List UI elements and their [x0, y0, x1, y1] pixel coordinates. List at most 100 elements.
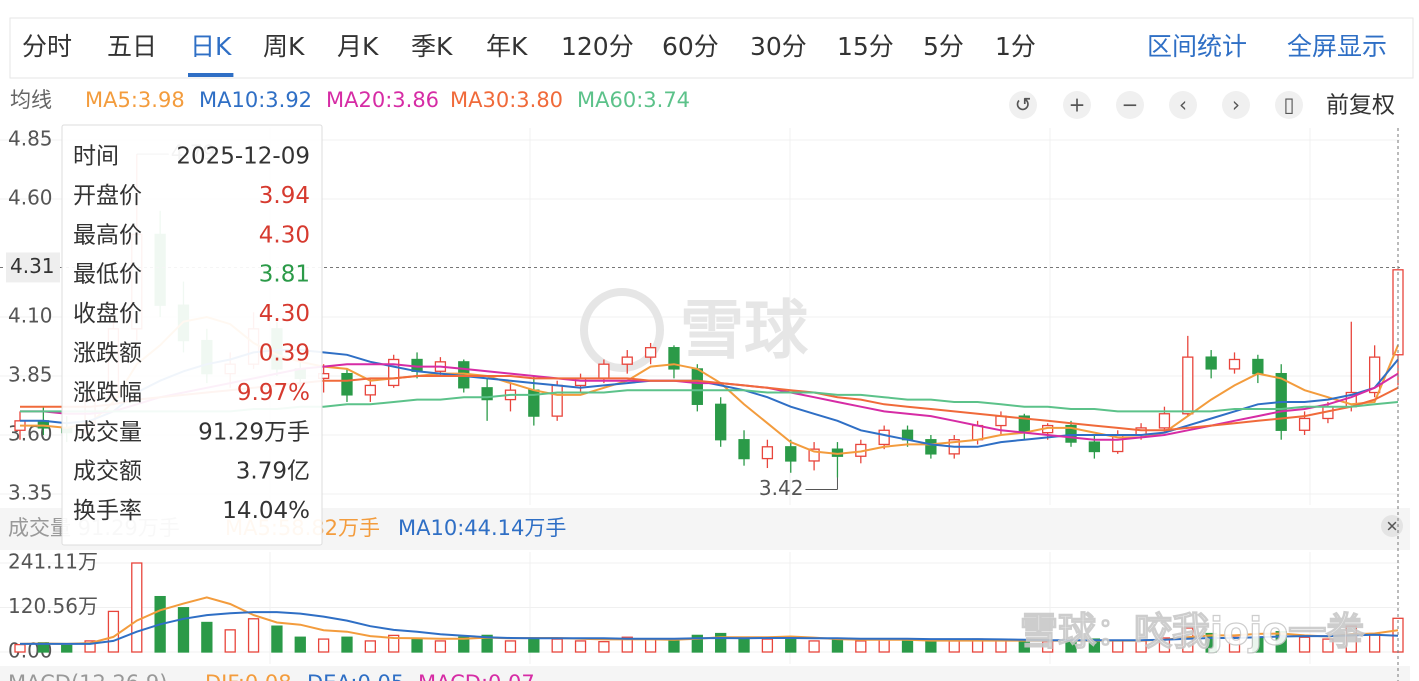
tool-icon[interactable]: −: [1122, 93, 1139, 117]
tool-button[interactable]: [1275, 91, 1303, 119]
tab[interactable]: 1分: [995, 32, 1036, 61]
tool-button[interactable]: [1009, 91, 1037, 119]
candle-body: [1252, 358, 1264, 375]
candle-body: [1065, 424, 1077, 443]
toolbar: [9, 17, 1414, 79]
y-tick-label: 4.60: [8, 186, 53, 210]
tooltip-value: 3.81: [259, 262, 310, 288]
tooltip: [61, 124, 323, 546]
volume-bar: [271, 625, 283, 653]
volume-bar: [995, 639, 1007, 653]
volume-bar: [201, 621, 213, 653]
tab[interactable]: 日K: [190, 32, 232, 61]
volume-bar: [411, 638, 423, 653]
tab[interactable]: 五日: [107, 32, 157, 61]
candle-body: [1088, 441, 1101, 453]
volume-bar: [831, 639, 844, 653]
tab[interactable]: 分时: [22, 32, 72, 61]
candle-body: [808, 448, 820, 462]
volume-bar: [1158, 637, 1171, 653]
volume-bar: [434, 640, 447, 653]
watermark-logo: [580, 288, 664, 372]
candle-body: [1392, 269, 1404, 356]
tooltip-label: 最低价: [73, 262, 142, 288]
ma-legend-item: MA10:3.92: [199, 88, 312, 112]
volume-bar: [621, 636, 633, 653]
tooltip-value: 14.04%: [222, 498, 310, 524]
volume-bar: [177, 607, 190, 653]
adjust-toggle[interactable]: 前复权: [1326, 93, 1395, 119]
tab[interactable]: 周K: [263, 32, 305, 61]
tooltip-label: 涨跌幅: [73, 380, 142, 406]
volume-bar: [388, 634, 400, 653]
volume-bar: [808, 640, 820, 653]
volume-bar: [574, 640, 587, 653]
volume-bar: [247, 618, 260, 653]
tool-icon[interactable]: ‹: [1179, 93, 1187, 117]
volume-bar: [715, 632, 727, 653]
tool-button[interactable]: [1222, 91, 1250, 119]
tooltip-value: 2025-12-09: [176, 144, 310, 170]
tool-icon[interactable]: ›: [1232, 93, 1240, 117]
candle-body: [481, 387, 493, 401]
macd-legend-item: DIF:0.08: [205, 671, 292, 681]
tool-button[interactable]: [1169, 91, 1197, 119]
tab[interactable]: 季K: [411, 32, 453, 61]
volume-bar: [458, 636, 470, 653]
candle-body: [785, 446, 797, 462]
candle-body: [925, 439, 937, 455]
volume-bar: [1205, 632, 1217, 653]
macd-legend-bar: [0, 666, 1410, 681]
volume-bar: [1042, 641, 1054, 653]
volume-bar: [1368, 632, 1381, 653]
candle-body: [551, 384, 563, 417]
candle-body: [1368, 356, 1381, 394]
volume-bar: [341, 636, 353, 653]
tool-icon[interactable]: ↺: [1015, 93, 1032, 117]
toolbar-action[interactable]: 区间统计: [1147, 32, 1247, 61]
candle-body: [364, 384, 376, 396]
ma-legend-item: MA5:3.98: [85, 88, 185, 112]
close-icon: ✕: [1386, 518, 1399, 536]
ma-legend-item: MA60:3.74: [577, 88, 690, 112]
volume-bar: [925, 641, 937, 653]
tool-icon[interactable]: +: [1069, 93, 1086, 117]
volume-bar: [761, 638, 774, 653]
volume-bar: [1182, 627, 1194, 653]
volume-bar: [504, 640, 517, 653]
tab[interactable]: 15分: [837, 32, 894, 61]
candle-body: [761, 446, 774, 460]
volume-bar: [84, 640, 96, 653]
crosshair-label-bg: [6, 252, 60, 283]
volume-bar: [481, 634, 493, 653]
macd-legend-item: MACD:0.07: [418, 671, 535, 681]
tooltip-label: 成交额: [73, 459, 142, 485]
candle-body: [1298, 417, 1311, 431]
tooltip-label: 换手率: [73, 498, 142, 524]
crosshair-label: 4.31: [10, 254, 55, 278]
tooltip-value: 3.79亿: [236, 459, 310, 485]
candle-body: [1182, 356, 1194, 415]
volume-bar: [738, 636, 750, 653]
tool-button[interactable]: [1116, 91, 1144, 119]
candle-body: [715, 403, 727, 441]
tab[interactable]: 月K: [337, 32, 379, 61]
volume-bar: [1275, 631, 1287, 653]
y-tick-label: 3.35: [8, 481, 53, 505]
tab[interactable]: 60分: [662, 32, 719, 61]
candle-body: [668, 347, 680, 370]
ma-legend-item: MA30:3.80: [450, 88, 563, 112]
toolbar-action[interactable]: 全屏显示: [1287, 32, 1387, 61]
tab[interactable]: 年K: [486, 32, 528, 61]
tab[interactable]: 5分: [923, 32, 964, 61]
macd-legend-item: DEA:0.05: [307, 671, 404, 681]
tool-icon[interactable]: ▯: [1283, 93, 1294, 117]
tab[interactable]: 120分: [561, 32, 634, 61]
volume-bar: [224, 629, 236, 653]
tool-button[interactable]: [1063, 91, 1091, 119]
watermark: 雪球: [680, 295, 809, 369]
tab[interactable]: 30分: [750, 32, 807, 61]
tooltip-value: 0.39: [259, 341, 310, 367]
volume-bar: [1088, 638, 1101, 653]
